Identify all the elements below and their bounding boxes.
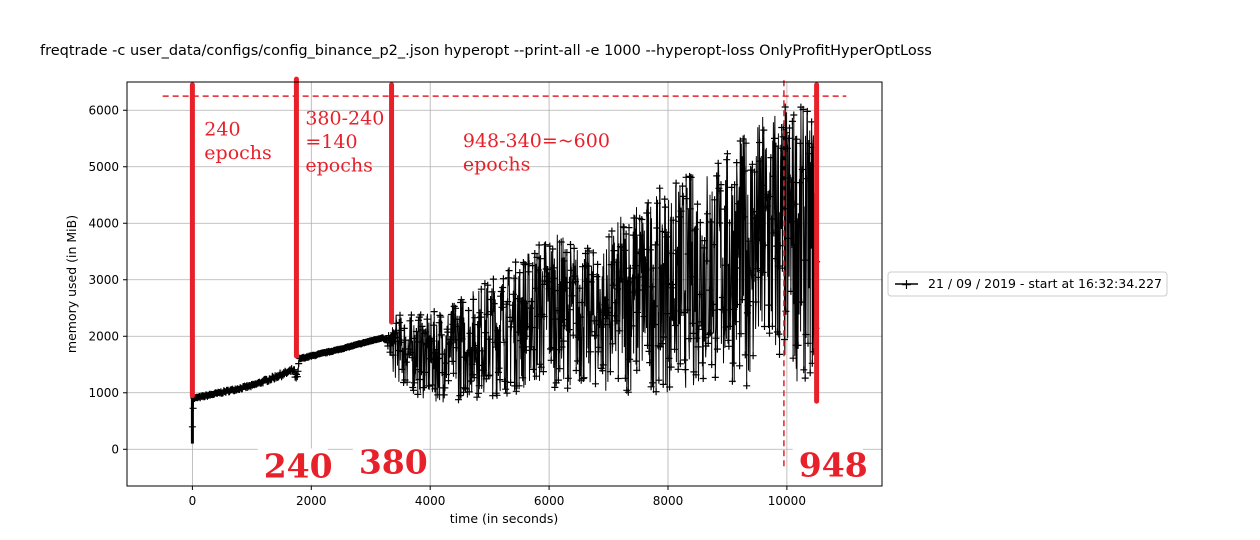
annotation-text: epochs — [204, 142, 271, 164]
y-tick-label: 3000 — [88, 273, 119, 287]
series-memory — [188, 103, 821, 444]
annotation-text: =140 — [305, 131, 357, 153]
annotation-epoch-label: 380 — [359, 443, 428, 482]
x-tick-label: 6000 — [534, 494, 565, 508]
annotations: 240epochs380-240=140epochs948-340=~600ep… — [162, 76, 868, 486]
annotation-epoch-label: 240 — [264, 447, 333, 486]
annotation-text: 948-340=~600 — [463, 130, 610, 152]
chart-title: freqtrade -c user_data/configs/config_bi… — [40, 43, 932, 59]
y-tick-label: 5000 — [88, 160, 119, 174]
axis-ticks: 0 2000 4000 6000 8000 10000 0 1000 2000 3000 4000 5… — [88, 103, 806, 508]
y-tick-label: 4000 — [88, 216, 119, 230]
legend-box — [887, 271, 1168, 297]
x-tick-label: 0 — [189, 494, 197, 508]
x-tick-label: 4000 — [415, 494, 446, 508]
y-tick-label: 0 — [111, 442, 119, 456]
y-tick-label: 6000 — [88, 103, 119, 117]
x-tick-label: 8000 — [653, 494, 684, 508]
y-tick-label: 1000 — [88, 386, 119, 400]
x-axis-label: time (in seconds) — [450, 511, 558, 526]
annotation-text: epochs — [463, 153, 530, 175]
annotation-text: 380-240 — [305, 107, 384, 129]
plot-frame — [126, 81, 883, 487]
legend: + 21 / 09 / 2019 - start at 16:32:34.227 — [887, 271, 1168, 297]
annotation-label-bg — [352, 444, 423, 481]
annotation-label-bg — [792, 447, 863, 484]
y-axis-label: memory used (in MiB) — [64, 215, 79, 353]
annotation-epoch-label: 948 — [799, 445, 868, 484]
x-tick-label: 10000 — [768, 494, 806, 508]
annotation-text: 240 — [204, 119, 240, 141]
legend-marker-icon: + — [901, 277, 913, 293]
annotation-text: epochs — [305, 154, 372, 176]
annotation-label-bg — [257, 448, 328, 485]
legend-entry: 21 / 09 / 2019 - start at 16:32:34.227 — [928, 276, 1162, 291]
x-tick-label: 2000 — [296, 494, 327, 508]
y-tick-label: 2000 — [88, 329, 119, 343]
